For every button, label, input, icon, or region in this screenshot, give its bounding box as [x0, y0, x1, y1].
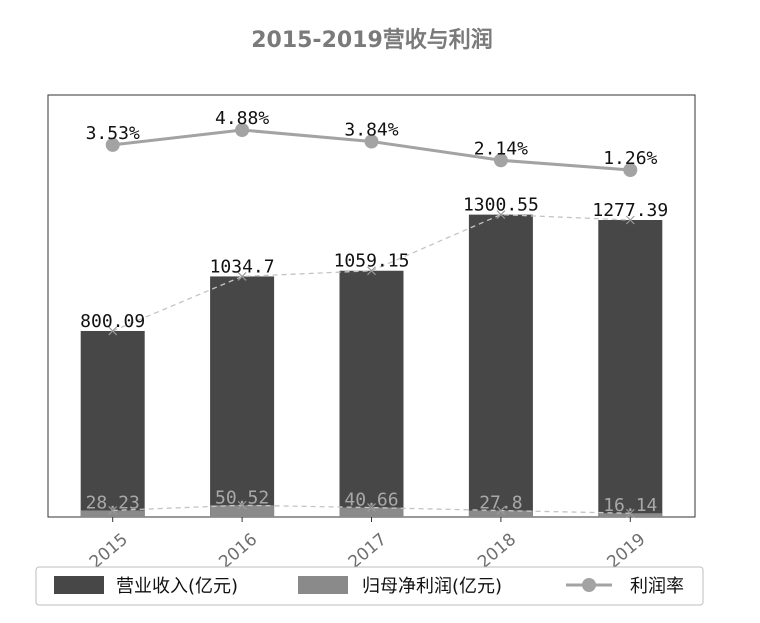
profit-value-label: 40.66 — [344, 490, 398, 511]
revenue-x-marker — [496, 210, 506, 220]
legend-rate-label: 利润率 — [630, 576, 684, 597]
revenue-bar — [339, 270, 404, 517]
x-tick-label: 2017 — [345, 530, 391, 573]
revenue-x-marker — [367, 266, 376, 276]
net-profit-bar — [598, 513, 663, 517]
profit-x-marker — [108, 506, 118, 515]
profit-x-marker — [625, 508, 635, 518]
profit-rate-value-label: 3.53% — [86, 123, 140, 144]
legend-profit-label: 归母净利润(亿元) — [362, 576, 502, 597]
profit-x-marker — [367, 503, 376, 512]
revenue-value-label: 1300.55 — [463, 195, 539, 216]
revenue-value-label: 1034.7 — [210, 256, 275, 277]
x-tick-label: 2015 — [86, 530, 132, 573]
profit-value-label: 16.14 — [603, 495, 657, 516]
legend-rate-marker — [582, 578, 596, 592]
revenue-x-marker — [237, 272, 247, 281]
net-profit-bar — [339, 507, 404, 517]
chart-title: 2015-2019营收与利润 — [251, 27, 493, 53]
revenue-bar — [210, 276, 275, 517]
profit-rate-value-label: 2.14% — [474, 138, 528, 159]
legend-revenue-label: 营业收入(亿元) — [116, 576, 238, 597]
profit-rate-marker — [623, 163, 638, 177]
profit-rate-value-label: 3.84% — [344, 119, 398, 140]
x-tick-label: 2016 — [215, 530, 261, 573]
revenue-bar — [80, 330, 145, 517]
revenue-bar — [468, 214, 533, 517]
profit-rate-marker — [235, 123, 250, 137]
x-tick-label: 2018 — [474, 530, 520, 573]
net-profit-bar — [210, 505, 275, 517]
profit-rate-marker — [493, 153, 508, 168]
profit-rate-marker — [364, 134, 379, 149]
revenue-bar — [598, 220, 663, 517]
revenue-x-marker — [108, 326, 118, 336]
x-tick-label: 2019 — [604, 530, 650, 573]
revenue-x-marker — [625, 215, 635, 225]
legend-profit-swatch — [298, 576, 348, 594]
profit-rate-value-label: 4.88% — [215, 108, 269, 129]
net-profit-bar — [80, 510, 145, 517]
profit-rate-value-label: 1.26% — [603, 148, 657, 169]
revenue-trend-line — [112, 213, 631, 332]
revenue-value-label: 800.09 — [80, 311, 145, 332]
profit-rate-marker — [105, 137, 120, 152]
legend-revenue-swatch — [54, 576, 104, 594]
net-profit-bar — [468, 510, 533, 517]
legend: 营业收入(亿元) 归母净利润(亿元) 利润率 — [35, 566, 704, 606]
revenue-value-label: 1277.39 — [592, 200, 668, 221]
revenue-value-label: 1059.15 — [334, 251, 410, 272]
profit-x-marker — [496, 506, 506, 515]
legend-frame — [35, 566, 704, 606]
profit-x-marker — [237, 500, 247, 510]
profit-value-label: 27.8 — [479, 493, 522, 514]
profit-value-label: 50.52 — [215, 487, 269, 508]
profit-value-label: 28.23 — [86, 492, 140, 513]
